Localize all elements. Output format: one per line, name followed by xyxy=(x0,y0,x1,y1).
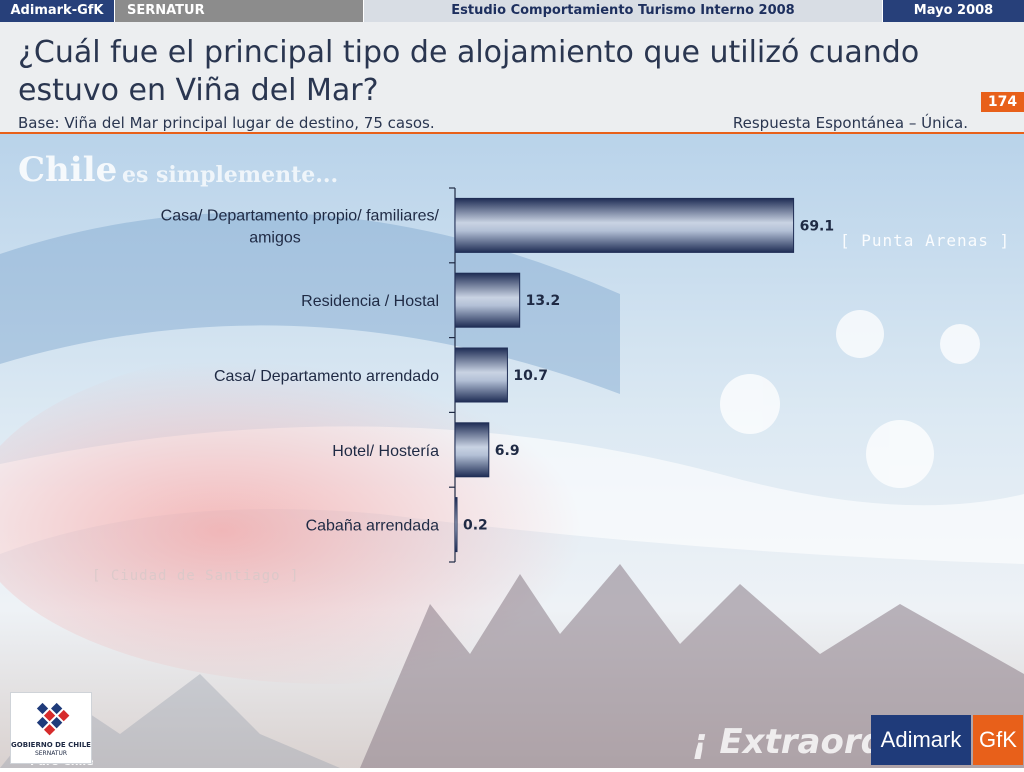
slogan-extraordinario: ¡ Extraord xyxy=(692,722,885,762)
sernatur-label: SERNATUR xyxy=(34,750,68,757)
gobierno-label: GOBIERNO DE CHILE xyxy=(11,741,91,749)
category-label-2-0: Casa/ Departamento arrendado xyxy=(214,368,439,385)
slide-response-type: Respuesta Espontánea – Única. xyxy=(732,114,968,132)
value-label-0: 69.1 xyxy=(800,218,835,234)
gobierno-de-chile-logo: GOBIERNO DE CHILE SERNATUR xyxy=(10,692,92,764)
header-client: SERNATUR xyxy=(115,0,363,22)
bar-4 xyxy=(454,497,458,553)
bar-1 xyxy=(454,272,521,328)
category-label-3-0: Hotel/ Hostería xyxy=(332,443,439,460)
adimark-gfk-logo: Adimark GfK xyxy=(871,715,1023,765)
category-label-0-1: amigos xyxy=(249,229,301,246)
category-label-1-0: Residencia / Hostal xyxy=(301,293,439,310)
value-label-3: 6.9 xyxy=(495,443,520,459)
bar-3 xyxy=(454,422,490,478)
adimark-wordmark: Adimark xyxy=(871,715,971,765)
gobierno-star-icon xyxy=(36,702,70,736)
value-label-4: 0.2 xyxy=(463,518,488,534)
slogan-rest: es simplemente... xyxy=(122,162,339,188)
slide-title: ¿Cuál fue el principal tipo de alojamien… xyxy=(18,35,920,108)
header-date: Mayo 2008 xyxy=(883,0,1024,22)
slide-base-note: Base: Viña del Mar principal lugar de de… xyxy=(18,114,435,132)
value-label-1: 13.2 xyxy=(526,293,561,309)
bar-0 xyxy=(454,197,795,253)
gfk-wordmark: GfK xyxy=(973,715,1023,765)
value-label-2: 10.7 xyxy=(513,368,548,384)
category-label-4-0: Cabaña arrendada xyxy=(306,518,440,535)
title-divider xyxy=(0,132,1024,134)
page-number-badge: 174 xyxy=(981,92,1024,112)
slogan-chile: Chile xyxy=(18,150,118,190)
city-label-punta-arenas: [ Punta Arenas ] xyxy=(840,231,1011,250)
header-brand: Adimark-GfK xyxy=(0,0,114,22)
header-study-title: Estudio Comportamiento Turismo Interno 2… xyxy=(364,0,882,22)
city-label-santiago: [ Ciudad de Santiago ] xyxy=(92,568,300,584)
category-label-0-0: Casa/ Departamento propio/ familiares/ xyxy=(161,207,440,224)
header-bar: Adimark-GfK SERNATUR Estudio Comportamie… xyxy=(0,0,1024,22)
slide-title-area: ¿Cuál fue el principal tipo de alojamien… xyxy=(0,22,1024,134)
bar-2 xyxy=(454,347,508,403)
